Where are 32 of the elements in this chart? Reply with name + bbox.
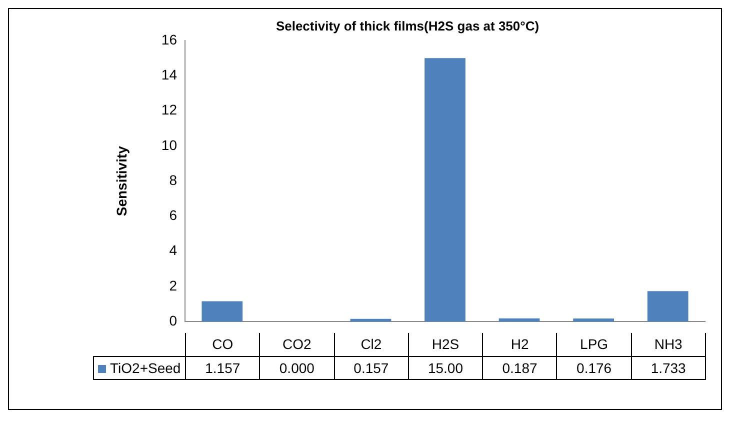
y-tick-label: 2	[169, 277, 178, 294]
bar	[498, 318, 540, 322]
data-label: 1.157	[185, 356, 260, 380]
data-label: 0.187	[482, 356, 558, 380]
x-tick-label: Cl2	[334, 333, 409, 357]
bar	[573, 318, 614, 322]
x-tick-label: H2	[482, 333, 558, 357]
bar	[424, 58, 466, 322]
bar	[350, 318, 392, 322]
data-label: 0.176	[556, 356, 632, 380]
data-label: 1.733	[630, 356, 706, 380]
legend-label: TiO2+Seed	[93, 356, 186, 380]
y-tick-label: 12	[161, 102, 178, 118]
data-label: 0.000	[259, 356, 335, 380]
y-tick-label: 14	[161, 66, 178, 83]
x-tick-label: NH3	[630, 333, 706, 357]
chart-title: Selectivity of thick films(H2S gas at 350°C)	[276, 18, 540, 34]
y-tick-label: 4	[169, 242, 178, 258]
y-tick-label: 0	[169, 312, 178, 328]
y-tick-label: 10	[161, 136, 178, 153]
y-tick-label: 16	[161, 31, 178, 48]
x-tick-label: LPG	[556, 333, 632, 357]
data-label: 15.00	[408, 356, 484, 380]
x-tick-label: CO2	[259, 333, 335, 357]
y-tick-label: 6	[169, 207, 178, 224]
data-label: 0.157	[334, 356, 409, 380]
x-tick-label: CO	[185, 333, 260, 357]
x-tick-label: H2S	[408, 333, 484, 357]
bar	[202, 301, 243, 322]
bar	[647, 291, 688, 322]
y-axis-title: Sensitivity	[113, 146, 130, 216]
y-tick-label: 8	[169, 172, 178, 188]
